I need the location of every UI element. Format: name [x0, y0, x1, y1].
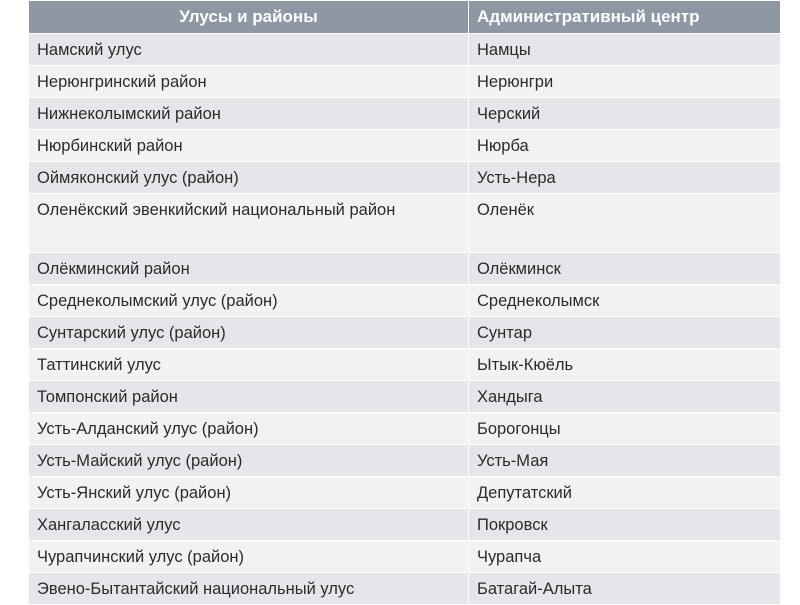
center-cell: Оленёк — [468, 193, 781, 253]
table-row: Намский улус Намцы — [28, 33, 781, 66]
district-cell: Хангаласский улус — [28, 508, 469, 541]
districts-table: Улусы и районы Административный центр На… — [28, 0, 781, 605]
center-cell: Усть-Нера — [468, 161, 781, 194]
center-cell: Намцы — [468, 33, 781, 66]
table-row: Нерюнгринский район Нерюнгри — [28, 65, 781, 98]
district-cell: Олёкминский район — [28, 252, 469, 285]
header-cell: Административный центр — [468, 0, 781, 34]
district-cell: Оймяконский улус (район) — [28, 161, 469, 194]
district-cell: Оленёкский эвенкийский национальный райо… — [28, 193, 469, 253]
district-cell: Нерюнгринский район — [28, 65, 469, 98]
table-row: Чурапчинский улус (район) Чурапча — [28, 540, 781, 573]
center-cell: Нерюнгри — [468, 65, 781, 98]
table-row: Оленёкский эвенкийский национальный райо… — [28, 193, 781, 253]
center-cell: Депутатский — [468, 476, 781, 509]
table-row: Нижнеколымский район Черский — [28, 97, 781, 130]
district-cell: Усть-Майский улус (район) — [28, 444, 469, 477]
table-body: Намский улус Намцы Нерюнгринский район Нерю… — [28, 33, 781, 605]
district-cell: Усть-Янский улус (район) — [28, 476, 469, 509]
center-cell: Усть-Мая — [468, 444, 781, 477]
table-row: Таттинский улус Ытык-Кюёль — [28, 348, 781, 381]
center-cell: Олёкминск — [468, 252, 781, 285]
center-cell: Чурапча — [468, 540, 781, 573]
district-cell: Чурапчинский улус (район) — [28, 540, 469, 573]
center-cell: Ытык-Кюёль — [468, 348, 781, 381]
center-cell: Хандыга — [468, 380, 781, 413]
table-row: Оймяконский улус (район) Усть-Нера — [28, 161, 781, 194]
center-cell: Среднеколымск — [468, 284, 781, 317]
center-cell: Черский — [468, 97, 781, 130]
header-row: Улусы и районы Административный центр — [28, 0, 781, 34]
center-cell: Сунтар — [468, 316, 781, 349]
district-cell: Нижнеколымский район — [28, 97, 469, 130]
district-cell: Среднеколымский улус (район) — [28, 284, 469, 317]
district-cell: Томпонский район — [28, 380, 469, 413]
table-row: Нюрбинский район Нюрба — [28, 129, 781, 162]
district-cell: Сунтарский улус (район) — [28, 316, 469, 349]
table-row: Томпонский район Хандыга — [28, 380, 781, 413]
center-cell: Батагай-Алыта — [468, 572, 781, 605]
district-cell: Таттинский улус — [28, 348, 469, 381]
district-cell: Намский улус — [28, 33, 469, 66]
header-cell: Улусы и районы — [28, 0, 469, 34]
table-row: Олёкминский район Олёкминск — [28, 252, 781, 285]
table-row: Сунтарский улус (район) Сунтар — [28, 316, 781, 349]
center-cell: Нюрба — [468, 129, 781, 162]
center-cell: Борогонцы — [468, 412, 781, 445]
district-cell: Усть-Алданский улус (район) — [28, 412, 469, 445]
table-row: Усть-Майский улус (район) Усть-Мая — [28, 444, 781, 477]
table-row: Среднеколымский улус (район) Среднеколымс… — [28, 284, 781, 317]
table-row: Хангаласский улус Покровск — [28, 508, 781, 541]
center-cell: Покровск — [468, 508, 781, 541]
table-row: Усть-Алданский улус (район) Борогонцы — [28, 412, 781, 445]
table-row: Усть-Янский улус (район) Депутатский — [28, 476, 781, 509]
district-cell: Нюрбинский район — [28, 129, 469, 162]
